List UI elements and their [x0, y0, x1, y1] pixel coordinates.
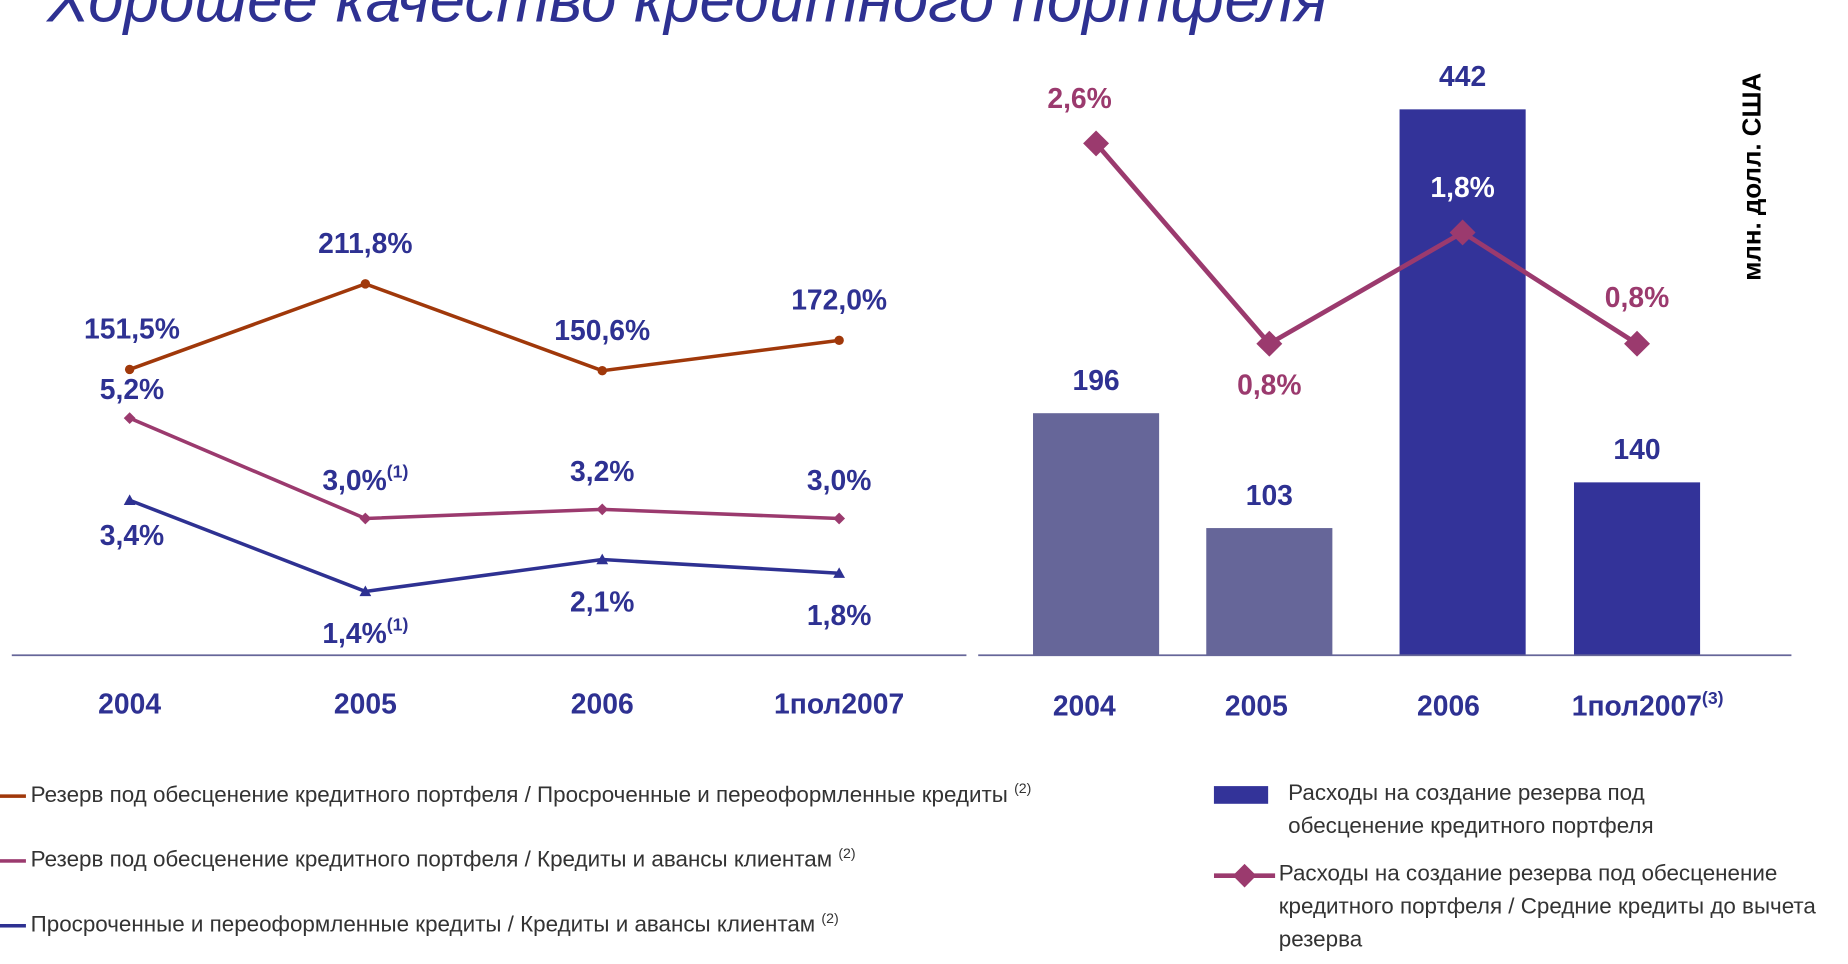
legend-swatch [0, 858, 26, 863]
label-text: 3,4% [100, 519, 164, 551]
value-label: 2,6% [1047, 82, 1111, 114]
legend-item: Резерв под обесценение кредитного портфе… [0, 837, 856, 877]
tick-text: 2004 [1053, 690, 1116, 722]
x-tick-label: 2004 [98, 687, 161, 719]
label-text: 2,6% [1047, 82, 1111, 114]
label-text: 3,0% [807, 465, 871, 497]
marker [359, 585, 372, 597]
value-label: 5,2% [100, 374, 164, 406]
tick-note: (3) [1702, 688, 1724, 708]
marker [360, 279, 371, 289]
legend-swatch [0, 923, 26, 928]
label-text: 0,8% [1605, 282, 1669, 314]
y-axis-label: млн. долл. США [1739, 72, 1767, 280]
legend-note: (2) [838, 845, 856, 862]
marker [123, 494, 136, 505]
value-label: 150,6% [554, 314, 650, 346]
series-line [129, 282, 840, 373]
value-label: 0,8% [1237, 369, 1301, 401]
bar-label: 196 [1072, 364, 1119, 396]
label-text: 3,2% [570, 455, 634, 487]
label-text: 172,0% [791, 284, 887, 316]
value-label: 151,5% [84, 313, 180, 345]
value-label: 3,4% [100, 519, 164, 551]
value-label: 3,2% [570, 455, 634, 487]
bar [1033, 413, 1160, 656]
label-text: 5,2% [100, 374, 164, 406]
value-label: 3,0%(1) [322, 461, 408, 496]
x-tick-label: 1пол2007 [774, 687, 904, 719]
legend-note: (2) [821, 909, 839, 927]
legend-item: Расходы на создание резерва под обесцене… [1213, 858, 1848, 957]
legend-swatch [1213, 863, 1276, 888]
x-tick-label: 2006 [571, 687, 634, 719]
marker [1624, 330, 1650, 357]
legend-text: Расходы на создание резерва под обесцене… [1288, 781, 1654, 840]
value-label: 1,8% [1430, 171, 1494, 203]
label-text: 150,6% [554, 314, 650, 346]
slide-title: Хорошее качество кредитного портфеля [45, 0, 1327, 36]
series-line [1094, 141, 1639, 347]
legend-item: Расходы на создание резерва под обесцене… [1213, 778, 1733, 844]
marker [596, 553, 609, 565]
marker [359, 512, 372, 525]
marker [124, 364, 135, 375]
value-label: 1,4%(1) [322, 614, 408, 649]
legend-swatch [1213, 786, 1269, 804]
value-label: 3,0% [807, 465, 871, 497]
bar-label: 442 [1439, 60, 1486, 92]
label-text: 1,8% [1430, 171, 1494, 203]
label-text: 0,8% [1237, 369, 1301, 401]
bar [1399, 109, 1526, 656]
bar-label: 140 [1613, 433, 1660, 465]
value-label: 172,0% [791, 284, 887, 316]
marker [123, 412, 136, 425]
value-label: 1,8% [807, 599, 871, 631]
series-line [129, 498, 840, 594]
marker [597, 365, 607, 376]
value-label: 0,8% [1605, 282, 1669, 314]
label-text: 3,0% [322, 465, 386, 497]
bar [1206, 528, 1333, 656]
x-tick-label: 2004 [1053, 690, 1116, 722]
legend-note: (2) [1014, 780, 1032, 797]
tick-text: 2005 [1225, 690, 1288, 722]
label-text: 1,8% [807, 599, 871, 631]
tick-text: 1пол2007 [1572, 690, 1702, 722]
marker [1083, 130, 1110, 157]
legend-text: Резерв под обесценение кредитного портфе… [30, 782, 1008, 808]
label-text: 151,5% [84, 313, 180, 345]
marker [596, 503, 609, 516]
label-text: 211,8% [318, 228, 412, 260]
value-label: 211,8% [318, 228, 412, 260]
label-note: (1) [387, 614, 409, 634]
marker [833, 567, 846, 578]
x-tick-label: 2005 [1225, 690, 1288, 722]
marker [833, 512, 846, 525]
x-tick-label: 1пол2007(3) [1572, 688, 1724, 722]
legend-text: Резерв под обесценение кредитного портфе… [30, 847, 833, 873]
legend-item: Просроченные и переоформленные кредиты /… [0, 902, 839, 942]
marker [834, 335, 844, 346]
label-text: 1,4% [322, 618, 386, 650]
legend-swatch [0, 794, 26, 798]
label-note: (1) [387, 461, 409, 481]
bar-label: 103 [1246, 479, 1293, 511]
tick-text: 2006 [1417, 690, 1480, 722]
value-label: 2,1% [570, 586, 634, 618]
series-line [128, 416, 840, 521]
label-text: 2,1% [570, 586, 634, 618]
legend-text: Просроченные и переоформленные кредиты /… [30, 912, 816, 938]
legend-text: Расходы на создание резерва под обесцене… [1278, 861, 1816, 953]
x-tick-label: 2005 [334, 687, 397, 719]
legend-item: Резерв под обесценение кредитного портфе… [0, 772, 1031, 812]
x-tick-label: 2006 [1417, 690, 1480, 722]
bar [1573, 482, 1701, 656]
